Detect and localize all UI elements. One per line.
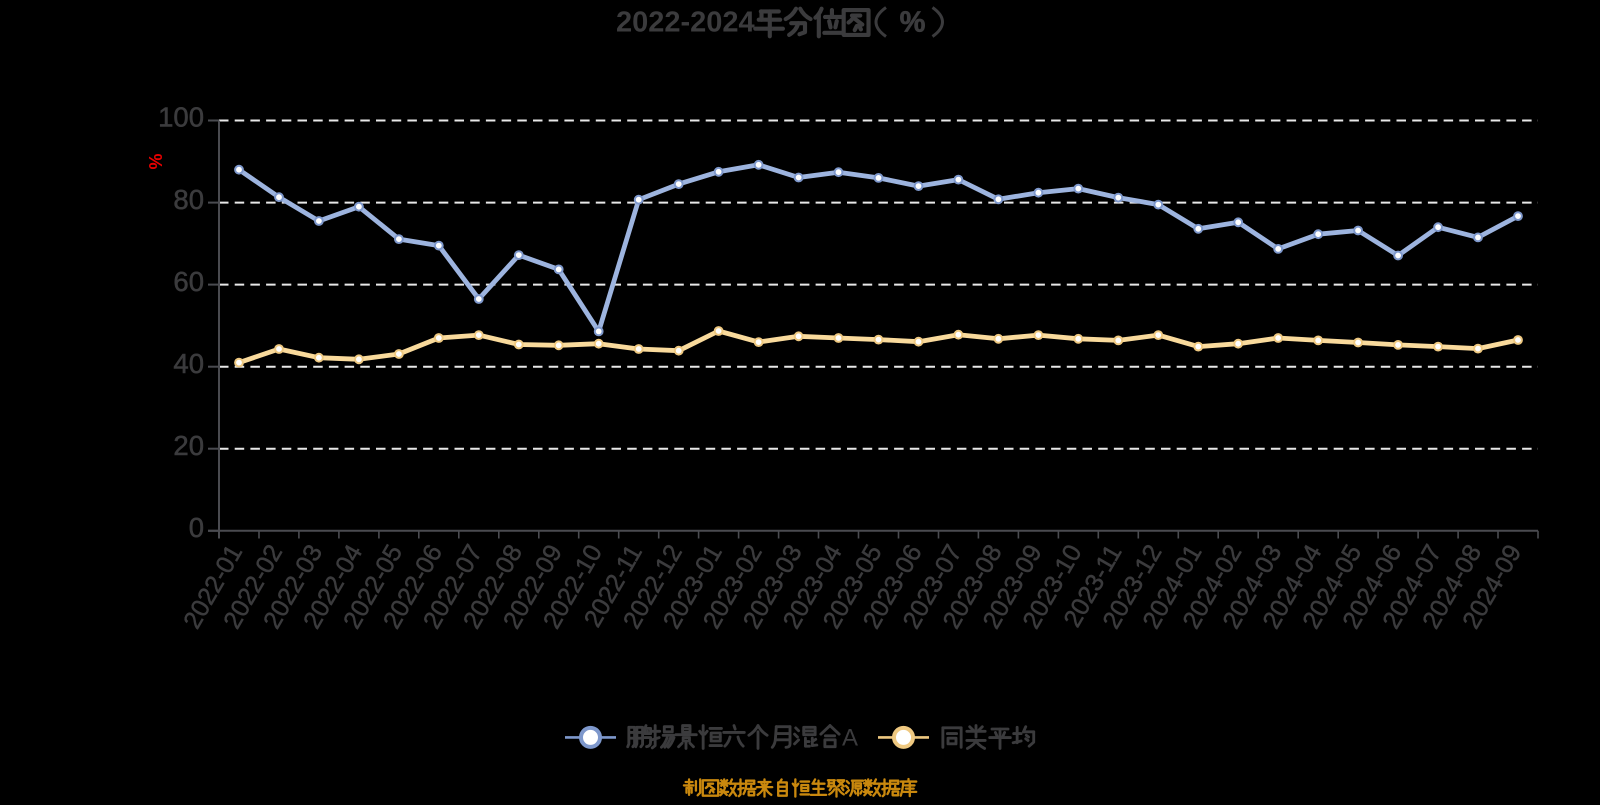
svg-text:40: 40 [173, 348, 204, 379]
svg-text:60: 60 [173, 266, 204, 297]
svg-text:100: 100 [158, 102, 204, 133]
svg-text:80: 80 [173, 184, 204, 215]
svg-text:A: A [842, 725, 858, 752]
svg-text:%: % [145, 153, 165, 169]
svg-text:%: % [900, 7, 926, 39]
svg-text:20: 20 [173, 430, 204, 461]
svg-text:0: 0 [189, 512, 204, 543]
svg-text:2022-2024: 2022-2024 [616, 7, 755, 39]
